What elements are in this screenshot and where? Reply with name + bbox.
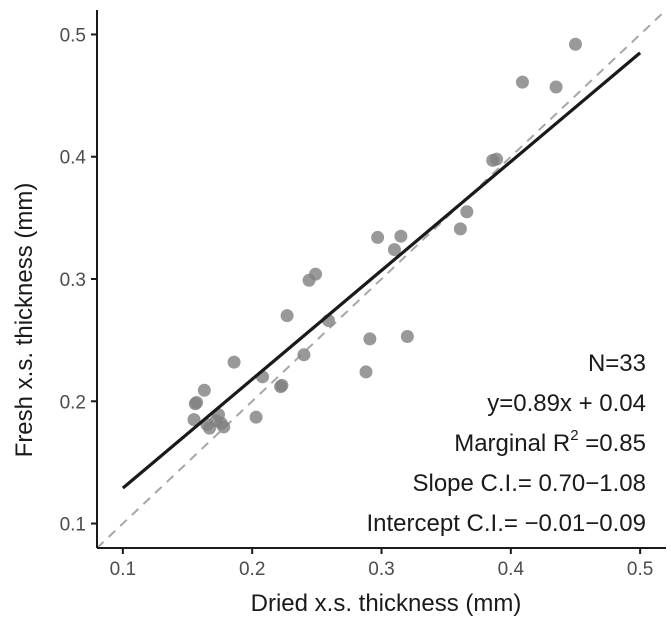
r-squared-label: Marginal R2 =0.85 (454, 427, 646, 457)
data-point (297, 348, 311, 362)
regression-equation-label: y=0.89x + 0.04 (487, 390, 646, 417)
data-point (197, 383, 211, 397)
data-point (275, 378, 289, 392)
data-point (387, 243, 401, 257)
data-point (187, 413, 201, 427)
data-point (460, 205, 474, 219)
data-point (227, 355, 241, 369)
x-axis-ticks: 0.1 0.2 0.3 0.4 0.5 (110, 548, 653, 580)
intercept-ci-label: Intercept C.I.= −0.01−0.09 (366, 510, 646, 537)
data-point (453, 222, 467, 236)
r-squared-value: =0.85 (579, 430, 646, 457)
stats-annotation: N=33 y=0.89x + 0.04 Marginal R2 =0.85 Sl… (366, 350, 646, 537)
y-tick-label: 0.4 (60, 148, 87, 169)
data-point (190, 395, 204, 409)
data-point (359, 365, 373, 379)
data-point (371, 230, 385, 244)
data-point (400, 329, 414, 343)
r-squared-prefix: Marginal R (454, 430, 570, 457)
y-tick-label: 0.1 (60, 515, 86, 536)
data-point (394, 229, 408, 243)
y-tick-label: 0.5 (60, 25, 86, 46)
y-axis-ticks: 0.1 0.2 0.3 0.4 0.5 (60, 25, 97, 536)
x-axis-title: Dried x.s. thickness (mm) (251, 590, 522, 617)
data-point (515, 75, 529, 89)
x-tick-label: 0.2 (239, 559, 265, 580)
x-tick-label: 0.5 (627, 559, 653, 580)
x-tick-label: 0.4 (498, 559, 525, 580)
data-point (309, 267, 323, 281)
r-squared-superscript: 2 (570, 427, 578, 444)
data-points (187, 37, 582, 435)
sample-size-label: N=33 (588, 350, 646, 377)
data-point (568, 37, 582, 51)
data-point (217, 420, 231, 434)
data-point (280, 309, 294, 323)
data-point (549, 80, 563, 94)
regression-line (121, 51, 642, 490)
identity-line (96, 9, 667, 549)
data-point (486, 153, 500, 167)
y-tick-label: 0.2 (60, 392, 86, 413)
plot-area (96, 9, 667, 549)
x-tick-label: 0.3 (368, 559, 394, 580)
data-point (363, 332, 377, 346)
data-point (249, 410, 263, 424)
slope-ci-label: Slope C.I.= 0.70−1.08 (412, 470, 646, 497)
x-tick-label: 0.1 (110, 559, 136, 580)
y-axis-title: Fresh x.s. thickness (mm) (11, 183, 38, 458)
y-tick-label: 0.3 (60, 270, 86, 291)
